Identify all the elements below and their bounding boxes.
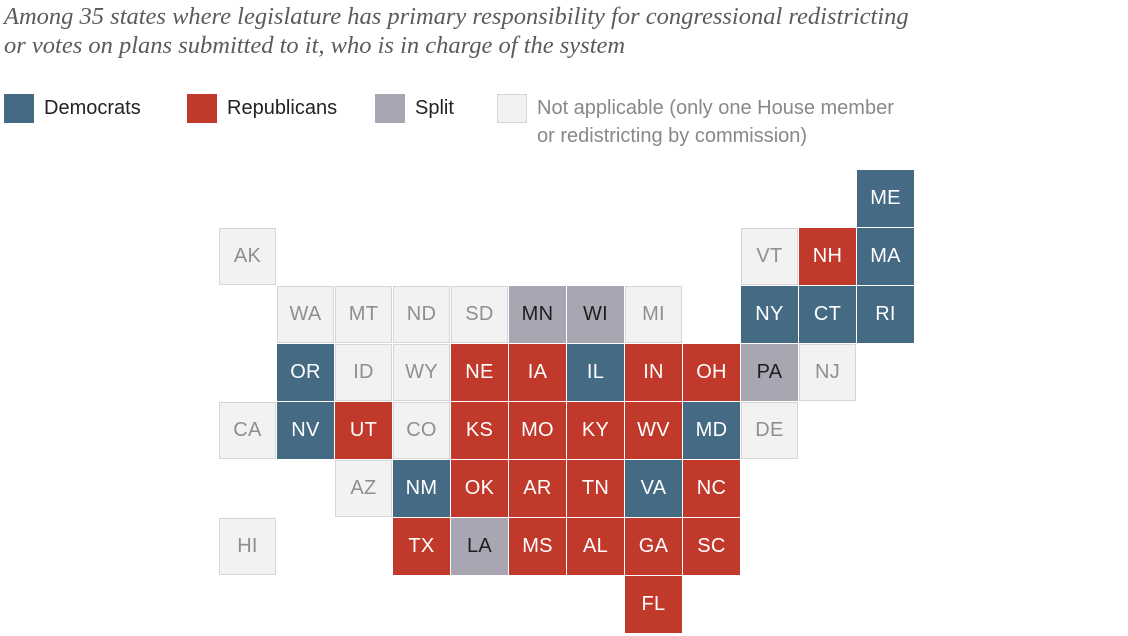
state-tile-sd: SD [451,286,508,343]
state-tile-ok: OK [451,460,508,517]
state-tile-ma: MA [857,228,914,285]
state-tile-tx: TX [393,518,450,575]
chart-title: Among 35 states where legislature has pr… [4,2,1124,60]
legend-item-republicans: Republicans [187,94,337,123]
state-tile-co: CO [393,402,450,459]
state-tile-mo: MO [509,402,566,459]
legend-swatch-not-applicable [497,94,527,123]
state-tile-ut: UT [335,402,392,459]
state-tile-ks: KS [451,402,508,459]
legend-label-split: Split [415,97,454,119]
state-tile-nv: NV [277,402,334,459]
state-tile-vt: VT [741,228,798,285]
state-tile-mt: MT [335,286,392,343]
state-tile-wi: WI [567,286,624,343]
state-tile-va: VA [625,460,682,517]
state-tile-mn: MN [509,286,566,343]
legend-label-democrats: Democrats [44,97,141,119]
state-tile-az: AZ [335,460,392,517]
chart-title-line-1: Among 35 states where legislature has pr… [4,3,909,30]
state-tile-sc: SC [683,518,740,575]
legend-label-na-line-1: Not applicable (only one House member [537,97,894,119]
state-tile-ri: RI [857,286,914,343]
state-tile-nc: NC [683,460,740,517]
legend-label-na-line-2: or redistricting by commission) [537,125,808,147]
chart-title-line-2: or votes on plans submitted to it, who i… [4,32,626,59]
state-tile-ca: CA [219,402,276,459]
state-tile-fl: FL [625,576,682,633]
state-tile-de: DE [741,402,798,459]
legend-item-split: Split [375,94,454,123]
state-tile-hi: HI [219,518,276,575]
state-tile-or: OR [277,344,334,401]
legend-label-republicans: Republicans [227,97,338,119]
state-tile-nh: NH [799,228,856,285]
legend-swatch-republicans [187,94,217,123]
state-tile-me: ME [857,170,914,227]
legend-swatch-democrats [4,94,34,123]
state-tile-nd: ND [393,286,450,343]
state-tile-la: LA [451,518,508,575]
state-tile-ia: IA [509,344,566,401]
state-tile-il: IL [567,344,624,401]
state-tile-id: ID [335,344,392,401]
state-tile-pa: PA [741,344,798,401]
state-tile-ak: AK [219,228,276,285]
state-tile-ky: KY [567,402,624,459]
state-tile-ar: AR [509,460,566,517]
state-tile-ms: MS [509,518,566,575]
state-tile-oh: OH [683,344,740,401]
state-tile-wy: WY [393,344,450,401]
state-tile-mi: MI [625,286,682,343]
legend-label-not-applicable: Not applicable (only one House member or… [537,94,894,150]
state-tile-ct: CT [799,286,856,343]
state-tile-nm: NM [393,460,450,517]
state-tile-al: AL [567,518,624,575]
legend-item-democrats: Democrats [4,94,141,123]
state-tile-in: IN [625,344,682,401]
state-tile-wa: WA [277,286,334,343]
state-tile-ny: NY [741,286,798,343]
state-tile-wv: WV [625,402,682,459]
state-tile-tn: TN [567,460,624,517]
state-tile-ne: NE [451,344,508,401]
state-tile-md: MD [683,402,740,459]
state-tile-nj: NJ [799,344,856,401]
legend-swatch-split [375,94,405,123]
state-tile-ga: GA [625,518,682,575]
legend-item-not-applicable: Not applicable (only one House member or… [497,94,894,150]
